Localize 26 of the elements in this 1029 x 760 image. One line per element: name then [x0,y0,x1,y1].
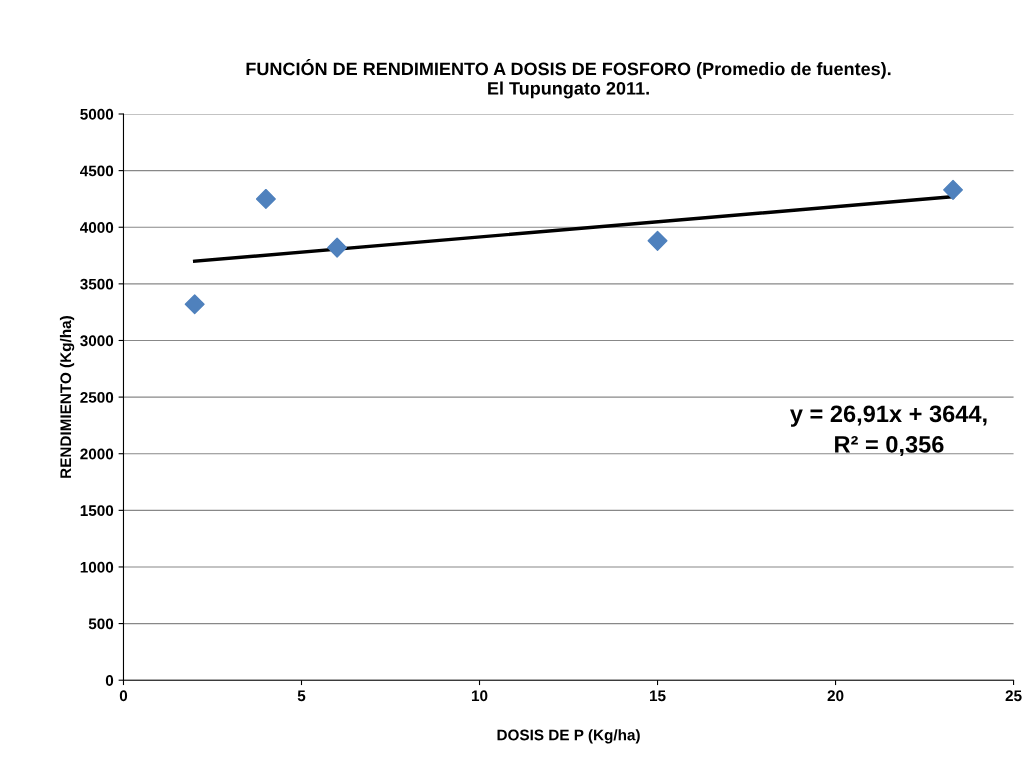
y-tick-label: 2000 [80,448,114,460]
y-tick-label: 4000 [80,222,114,233]
point [184,294,205,315]
annotation: y = 26,91x + 3644, R² = 0,356 [790,405,987,457]
point [255,188,276,209]
point [647,230,668,251]
x-axis-title: DOSIS DE P (Kg/ha) [497,729,640,744]
point [943,179,964,200]
chart-title: FUNCIÓN DE RENDIMIENTO A DOSIS DE FOSFORO (Promedio de fuentes). El Tupungato 2011. [246,59,891,99]
x-tick-label: 5 [297,690,306,702]
x-tick-label: 15 [650,690,666,702]
x-tick-label: 25 [1005,690,1022,702]
y-tick-label: 1000 [80,561,114,573]
y-tick-label: 5000 [80,108,114,120]
y-tick-label: 4500 [80,165,114,177]
x-tick-label: 10 [471,690,488,702]
y-tick-label: 0 [105,675,114,686]
y-axis-title: RENDIMIENTO (Kg/ha) [59,316,75,478]
y-tick-label: 3500 [80,278,114,290]
y-tick-label: 3000 [80,335,114,347]
y-tick-label: 1500 [80,505,114,517]
x-tick-label: 0 [119,690,128,702]
x-tick-label: 20 [827,690,844,702]
y-tick-label: 2500 [80,391,114,403]
y-tick-label: 500 [88,618,114,630]
point [327,237,348,258]
